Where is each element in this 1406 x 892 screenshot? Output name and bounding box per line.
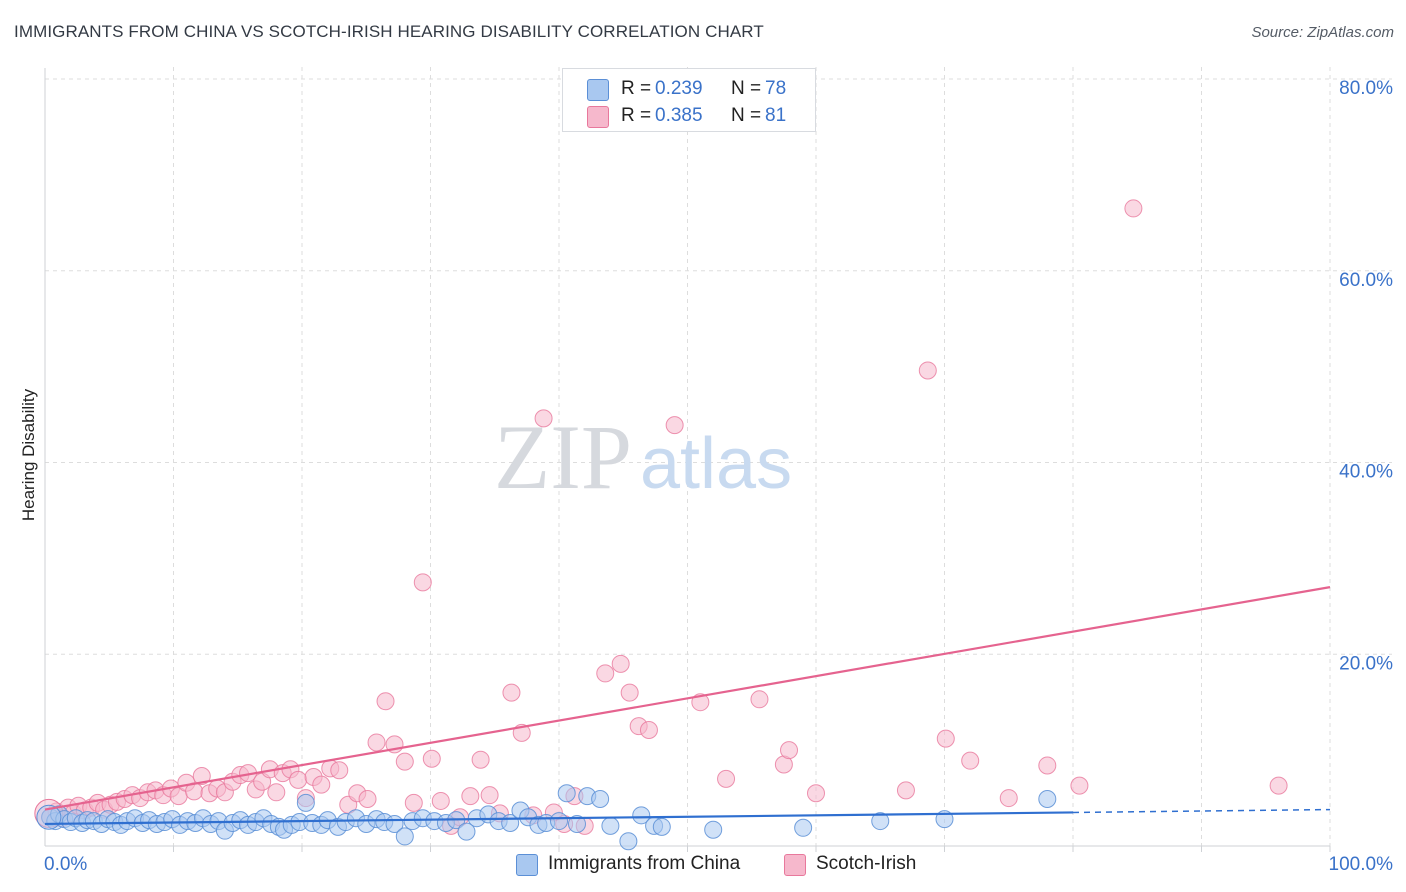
scotch-irish-point [312,775,331,794]
scotch-irish-point [780,741,799,760]
y-tick-label: 60.0% [1339,270,1393,291]
china-trend-line [44,811,1074,826]
scotch-irish-point [480,786,499,805]
scotch-irish-point [750,690,769,709]
china-point [567,814,586,833]
scotch-irish-point [918,361,937,380]
scotch-irish-point [431,791,450,810]
axis-layer [44,68,1331,852]
stats-r-value: 0.385 [655,105,703,126]
scotch-irish-point [639,720,658,739]
stats-n-value: 78 [765,78,787,99]
scotch-irish-trend-line [44,586,1331,811]
scotch-irish-point [620,683,639,702]
stats-n-value: 81 [765,105,787,126]
y-tick-label: 20.0% [1339,653,1393,674]
scotch-irish-point [471,750,490,769]
stats-n-label: N = [731,105,762,126]
china-point [550,812,568,831]
scotch-irish-point [267,783,286,802]
scotch-irish-point [896,781,915,800]
scotch-irish-point [422,749,441,768]
scotch-irish-point [1038,756,1057,775]
watermark: ZIP atlas [494,406,792,508]
china-point [591,790,610,809]
scotch-irish-point [413,573,432,592]
stats-swatch-blue [587,79,609,101]
stats-swatch-pink [587,106,609,128]
china-point [1038,790,1057,809]
stats-row-china: R = 0.239 N = 78 [563,77,815,103]
x-tick-label: 100.0% [1329,854,1394,875]
y-tick-label: 80.0% [1339,78,1393,99]
china-point [704,820,723,839]
china-point [871,812,890,831]
china-point [794,818,813,837]
stats-r-label: R = [621,105,652,126]
tick-labels: 20.0% 40.0% 60.0% 80.0% 0.0% 100.0% [44,78,1393,875]
legend-swatch-pink [784,854,806,876]
stats-n-label: N = [731,78,762,99]
china-point [619,832,638,851]
scotch-irish-point [358,790,377,809]
scotch-irish-point [367,733,386,752]
chart-title: IMMIGRANTS FROM CHINA VS SCOTCH-IRISH HE… [14,22,764,41]
scotch-irish-point [1124,199,1143,218]
scotch-irish-point [717,769,736,788]
china-point [296,793,315,812]
scotch-irish-point [999,789,1018,808]
scotch-irish-point [807,784,825,803]
scotch-irish-point [596,664,615,683]
series-scotch-irish [34,199,1288,835]
scotch-irish-point [961,751,980,770]
scotch-irish-point [289,770,308,789]
china-point [632,806,651,825]
china-point [457,822,476,841]
scotch-irish-point [395,752,414,771]
china-point [395,827,414,846]
scotch-irish-point [461,787,480,806]
scotch-irish-point [330,761,349,780]
chart-source: Source: ZipAtlas.com [1251,24,1394,41]
china-point [652,817,671,836]
x-tick-label: 0.0% [44,854,87,875]
legend-label: Scotch-Irish [816,853,917,874]
china-point [601,816,620,835]
watermark-atlas: atlas [640,424,792,504]
chart-legend: Immigrants from China Scotch-Irish [0,850,1406,880]
stats-r-value: 0.239 [655,78,703,99]
legend-swatch-blue [516,854,538,876]
scotch-irish-point [936,729,955,748]
watermark-zip: ZIP [494,406,632,508]
scotch-irish-point [502,683,521,702]
scotch-irish-point [404,793,423,812]
correlation-stats-box: R = 0.239 N = 78 R = 0.385 N = 81 [562,68,816,132]
stats-row-scotch-irish: R = 0.385 N = 81 [563,104,815,130]
scotch-irish-point [192,767,211,786]
stats-r-label: R = [621,78,652,99]
scotch-irish-point [1070,776,1089,795]
scotch-irish-point [1269,776,1288,795]
scotch-irish-point [665,416,684,435]
china-point [557,784,576,803]
scotch-irish-point [611,654,630,673]
scotch-irish-point [376,692,395,711]
legend-label: Immigrants from China [548,853,741,874]
grid-layer [45,67,1392,846]
trend-lines [44,586,1331,826]
scotch-irish-point [534,409,553,428]
china-trend-extension [1072,808,1331,814]
y-tick-label: 40.0% [1339,462,1393,483]
series-immigrants-from-china [36,784,1057,851]
